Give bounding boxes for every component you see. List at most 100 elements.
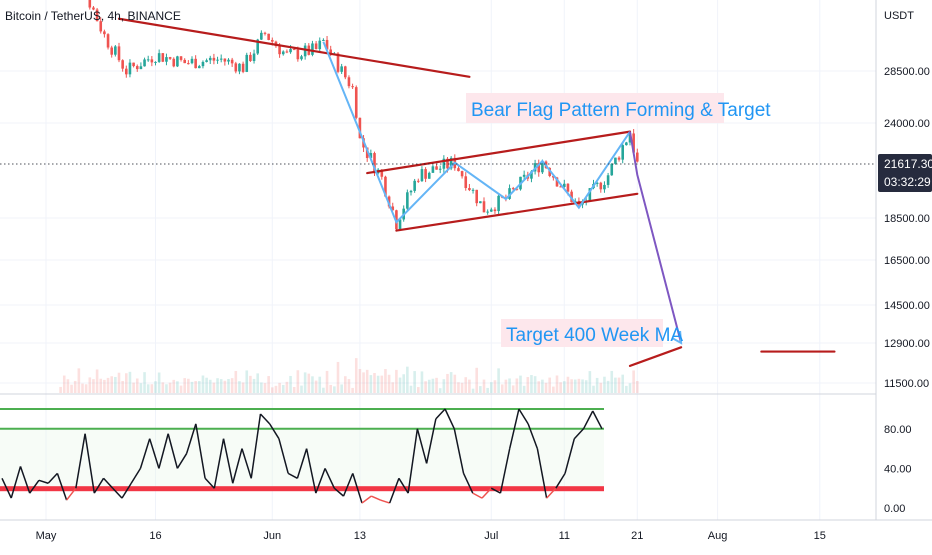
candle-body [249,54,252,62]
volume-bar [530,375,533,393]
volume-bar [216,378,219,393]
volume-bar [278,382,281,393]
volume-bar [289,375,292,393]
candle-body [245,54,249,72]
price-tick-label: 11500.00 [884,378,929,390]
rsi-segment [278,438,289,474]
volume-bar [500,384,504,393]
rsi-segment [232,448,243,484]
rsi-segment [315,468,326,494]
candle-body [201,61,205,67]
candle-body [515,188,519,190]
candle-body [442,158,446,169]
price-tick-label: 28500.00 [884,66,930,78]
rsi-segment [352,473,363,504]
volume-bar [103,379,106,393]
volume-bar [62,375,66,393]
rsi-segment [158,433,169,469]
candle-body [252,53,256,62]
rsi-segment [425,418,437,464]
volume-bar [431,378,435,393]
volume-bar [146,384,150,393]
volume-bar [95,369,99,393]
price-tick-label: 24000.00 [884,118,930,130]
rsi-segment [536,448,548,499]
volume-bar [387,374,391,393]
rsi-segment [398,477,409,494]
candle-body [508,188,511,199]
time-tick-label: Aug [708,530,728,542]
volume-bar [614,377,617,393]
rsi-segment [416,428,428,464]
rsi-tick-label: 40.00 [884,463,912,475]
rsi-segment [462,473,474,494]
candle-body [187,63,190,65]
volume-bar [347,379,351,393]
volume-bar [230,378,234,393]
rsi-segment [213,438,225,489]
candle-body [234,63,238,72]
candle-body [194,58,197,69]
candle-body [468,188,471,191]
candle-body [296,49,300,60]
volume-bar [59,386,62,393]
price-axis[interactable] [876,0,932,550]
rsi-segment [490,487,501,494]
candle-body [146,59,150,61]
rsi-segment [66,487,77,501]
candle-body [490,209,493,212]
volume-bar [132,382,135,393]
rsi-pane[interactable] [0,408,604,504]
price-ticks: 28500.00 24000.00 18500.00 16500.00 14500.00… [884,66,930,390]
candle-body [172,58,176,67]
volume-bar [438,388,442,393]
rsi-segment [195,423,206,479]
candle-body [311,43,314,55]
time-tick-label: May [36,530,57,542]
volume-bar [373,373,376,393]
volume-bar [267,376,270,393]
volume-bar [307,373,311,393]
candle-body [344,66,347,78]
volume-bar [168,382,172,393]
time-tick-label: 21 [631,530,643,542]
rsi-lower-band [0,486,604,492]
candle-body [566,183,570,192]
candle-body [628,133,632,143]
volume-bar [194,381,197,393]
candle-body [555,177,559,187]
candle-body [161,53,165,62]
candle-body [406,192,409,209]
rsi-ticks: 80.00 40.00 0.00 [884,424,912,515]
time-axis[interactable]: May 16 Jun 13 Jul 11 21 Aug 15 [36,530,826,542]
volume-bar [526,377,530,393]
rsi-segment [204,477,215,489]
currency-label: USDT [884,10,914,22]
volume-bar [128,371,132,393]
candle-body [223,58,227,62]
rsi-segment [546,487,557,499]
symbol-title: Bitcoin / TetherUS, 4h, BINANCE [5,9,181,23]
candle-body [121,60,124,69]
volume-bar [391,382,395,393]
volume-bar [537,381,541,393]
bear-flag-label[interactable]: Bear Flag Pattern Forming & Target [471,100,771,121]
candle-body [103,31,106,35]
candle-body [132,62,135,67]
volume-bar [376,375,380,393]
volume-bar [88,377,92,393]
volume-bar [183,378,186,393]
candle-body [92,7,95,10]
price-tick-label: 18500.00 [884,213,930,225]
candle-body [380,169,384,177]
volume-bar [380,375,384,393]
volume-bar [632,370,635,393]
volume-bar [464,377,468,393]
volume-bar [533,376,537,393]
target-label[interactable]: Target 400 Week MA [506,325,683,346]
volume-bar [81,383,84,393]
price-badge-value: 21617.30 [884,157,932,171]
volume-bar [541,379,544,393]
candle-body [99,21,103,32]
